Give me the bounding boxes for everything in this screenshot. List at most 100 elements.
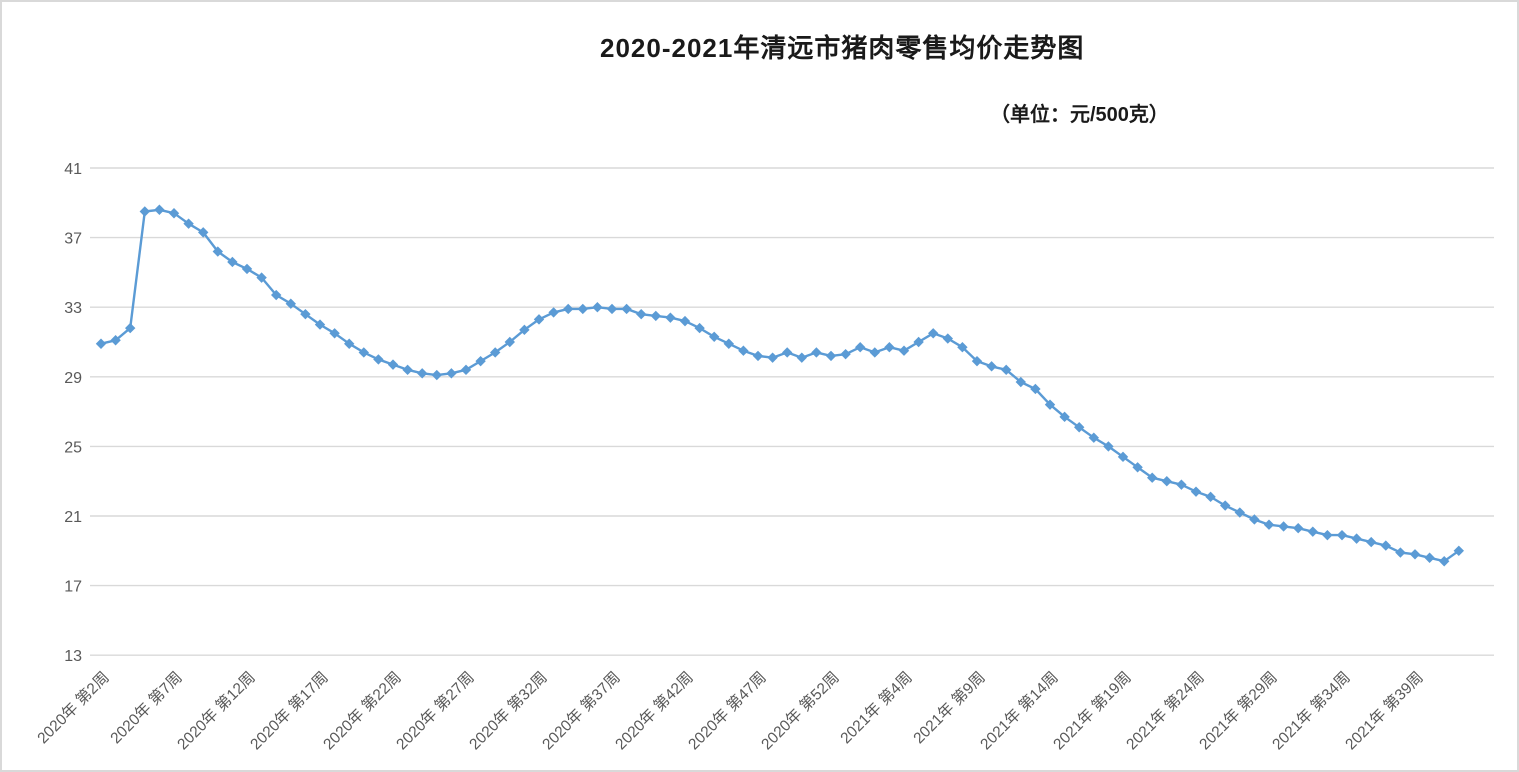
data-point-marker xyxy=(1205,491,1216,503)
data-point-marker xyxy=(782,347,793,358)
data-point-marker xyxy=(752,350,764,362)
y-axis-tick-label: 17 xyxy=(64,579,82,596)
data-point-marker xyxy=(1190,486,1202,497)
data-point-marker xyxy=(942,333,953,344)
x-axis-tick-label: 2021年 第9周 xyxy=(910,668,989,747)
data-point-marker xyxy=(840,348,851,360)
data-point-marker xyxy=(227,256,238,268)
data-point-marker xyxy=(869,347,880,358)
data-point-marker xyxy=(811,347,822,358)
data-point-marker xyxy=(1117,451,1129,463)
y-axis-tick-label: 25 xyxy=(64,439,82,456)
data-point-marker xyxy=(1103,441,1114,452)
data-point-marker xyxy=(139,206,150,217)
x-axis-tick-label: 2020年 第27周 xyxy=(393,668,478,753)
data-point-marker xyxy=(548,307,559,318)
data-point-marker xyxy=(928,328,939,339)
data-point-marker xyxy=(767,352,778,363)
x-axis-tick-label: 2021年 第4周 xyxy=(837,668,916,747)
data-point-marker xyxy=(1132,462,1143,473)
data-point-marker xyxy=(1161,476,1172,487)
x-axis-tick-label: 2021年 第24周 xyxy=(1123,668,1208,753)
data-point-marker xyxy=(373,354,384,365)
x-axis-tick-label: 2020年 第52周 xyxy=(758,668,843,753)
data-point-marker xyxy=(1278,521,1289,532)
data-point-marker xyxy=(1380,540,1391,551)
data-point-marker xyxy=(314,319,326,330)
data-point-marker xyxy=(621,303,632,315)
x-axis-tick-label: 2021年 第14周 xyxy=(977,668,1062,753)
data-point-marker xyxy=(1395,547,1406,558)
data-point-marker xyxy=(1293,522,1304,534)
data-point-marker xyxy=(884,342,895,353)
y-axis-tick-label: 21 xyxy=(64,509,82,526)
data-point-marker xyxy=(665,312,676,323)
y-axis-tick-label: 29 xyxy=(64,370,82,387)
data-point-marker xyxy=(855,342,866,353)
data-point-marker xyxy=(460,364,472,376)
data-point-marker xyxy=(1409,549,1421,560)
data-point-marker xyxy=(577,303,588,315)
data-point-marker xyxy=(1336,529,1348,541)
data-point-marker xyxy=(986,361,997,372)
x-axis-tick-label: 2020年 第47周 xyxy=(685,668,770,753)
x-axis-tick-label: 2021年 第19周 xyxy=(1050,668,1135,753)
y-axis-tick-label: 33 xyxy=(64,300,82,317)
data-point-marker xyxy=(1307,526,1318,537)
data-point-marker xyxy=(358,347,369,358)
data-point-marker xyxy=(563,303,574,315)
data-point-marker xyxy=(125,322,136,334)
data-point-marker xyxy=(95,338,107,349)
x-axis-tick-label: 2021年 第29周 xyxy=(1196,668,1281,753)
data-point-marker xyxy=(475,355,486,367)
data-point-marker xyxy=(533,314,545,325)
data-point-marker xyxy=(519,324,530,336)
data-point-marker xyxy=(1176,479,1187,490)
data-point-marker xyxy=(971,355,983,367)
data-point-marker xyxy=(1249,514,1260,525)
data-point-marker xyxy=(271,289,282,301)
data-point-marker xyxy=(344,338,355,349)
x-axis-tick-label: 2020年 第12周 xyxy=(174,668,259,753)
data-point-marker xyxy=(898,345,910,356)
data-point-marker xyxy=(446,368,457,379)
data-point-marker xyxy=(1322,529,1333,541)
x-axis-tick-label: 2020年 第2周 xyxy=(34,668,113,747)
data-point-marker xyxy=(387,359,399,370)
data-point-marker xyxy=(957,342,968,353)
data-point-marker xyxy=(110,335,121,346)
x-axis-tick-label: 2020年 第42周 xyxy=(612,668,697,753)
data-point-marker xyxy=(241,263,253,275)
data-point-marker xyxy=(1147,472,1158,483)
data-point-marker xyxy=(1074,422,1085,433)
data-point-marker xyxy=(592,302,603,313)
data-point-marker xyxy=(796,352,807,363)
y-axis-tick-label: 37 xyxy=(64,231,82,248)
data-point-marker xyxy=(256,272,267,283)
data-point-marker xyxy=(490,347,501,358)
price-line xyxy=(100,208,1460,563)
data-point-marker xyxy=(679,315,691,327)
data-point-marker xyxy=(636,308,647,320)
data-point-marker xyxy=(285,298,296,309)
x-axis-tick-label: 2020年 第17周 xyxy=(247,668,332,753)
x-axis-tick-label: 2020年 第37周 xyxy=(539,668,624,753)
data-point-marker xyxy=(168,208,180,219)
data-point-marker xyxy=(183,218,194,229)
chart-title: 2020-2021年清远市猪肉零售均价走势图 xyxy=(600,33,1085,63)
x-axis-tick-label: 2021年 第34周 xyxy=(1269,668,1354,753)
data-point-marker xyxy=(694,322,705,334)
data-point-marker xyxy=(1366,536,1377,548)
data-point-marker xyxy=(431,369,442,381)
data-point-marker xyxy=(154,204,165,215)
data-point-marker xyxy=(738,345,749,356)
data-point-marker xyxy=(1351,533,1362,544)
data-point-marker xyxy=(723,338,734,349)
data-point-marker xyxy=(1453,545,1464,556)
x-axis-tick-label: 2020年 第32周 xyxy=(466,668,551,753)
x-axis-tick-label: 2020年 第7周 xyxy=(107,668,186,747)
x-axis-tick-label: 2021年 第39周 xyxy=(1342,668,1427,753)
data-point-marker xyxy=(1044,399,1056,410)
